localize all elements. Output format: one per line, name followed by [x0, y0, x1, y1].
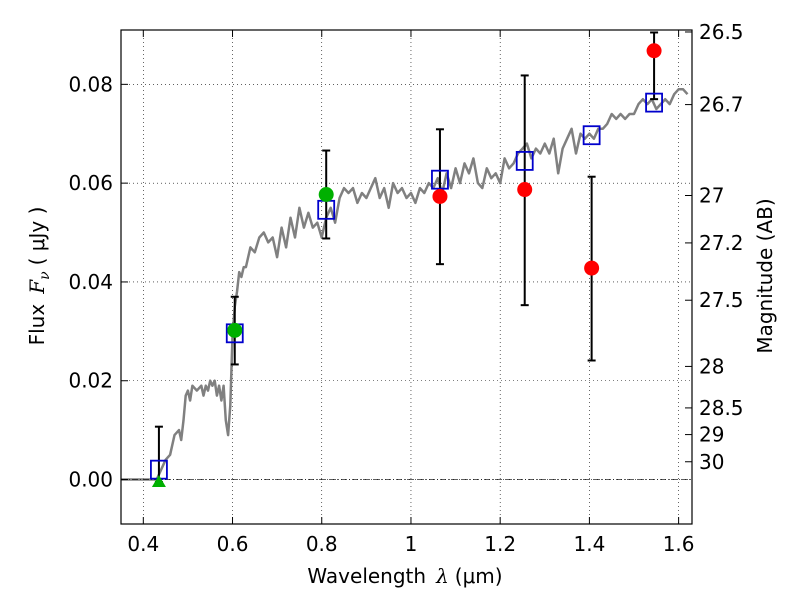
y2-tick-label: 29 — [699, 423, 724, 447]
x-tick-label: 1.4 — [573, 532, 605, 556]
model-spectrum-layer — [121, 88, 689, 481]
y2-tick-label: 28.5 — [699, 396, 744, 420]
grid — [121, 30, 692, 524]
y-axis-unit: ( μJy ) — [25, 207, 49, 266]
model-spectrum-line — [121, 88, 689, 481]
y-axis-subscript: ν — [37, 271, 53, 280]
y2-tick-label: 30 — [699, 450, 724, 474]
tick-labels: 0.4 0.6 0.8 1 1.2 1.4 1.6 0.00 0.02 0.04 0.06 0.08 2… — [68, 20, 743, 556]
x-tick-label: 1 — [405, 532, 418, 556]
red-data-point — [517, 182, 533, 198]
red-data-point — [432, 188, 448, 204]
y2-tick-label: 28 — [699, 354, 724, 378]
y2-tick-label: 26.7 — [699, 93, 744, 117]
x-tick-label: 0.4 — [127, 532, 159, 556]
y-tick-label: 0.04 — [68, 270, 113, 294]
green-data-point — [318, 187, 334, 203]
x-axis-label: Wavelength λ (μm) — [307, 564, 502, 588]
y2-tick-label: 27.5 — [699, 288, 744, 312]
plot-frame — [120, 29, 693, 525]
model-photometry-point — [515, 151, 534, 171]
upper-limit-marker — [151, 475, 166, 488]
x-axis-label-text: Wavelength — [307, 564, 426, 588]
green-data-point — [227, 322, 243, 338]
markers — [150, 43, 663, 488]
y-axis-symbol: F — [25, 279, 49, 295]
x-axis-unit: (μm) — [455, 564, 503, 588]
y-tick-label: 0.02 — [68, 369, 113, 393]
red-data-point — [584, 260, 600, 276]
x-tick-label: 0.8 — [306, 532, 338, 556]
red-data-point — [646, 43, 662, 59]
y2-axis-label: Magnitude (AB) — [753, 198, 777, 353]
plot-area — [121, 31, 692, 488]
y2-tick-label: 27 — [699, 183, 724, 207]
model-photometry-point — [645, 92, 663, 113]
y-tick-label: 0.00 — [68, 468, 113, 492]
y2-tick-label: 26.5 — [699, 20, 744, 44]
axis-ticks — [121, 30, 692, 524]
y2-tick-label: 27.2 — [699, 231, 744, 255]
model-photometry-point — [431, 169, 449, 190]
model-photometry-point — [582, 125, 601, 146]
y-axis-label: Flux Fν ( μJy ) — [25, 207, 53, 346]
x-axis-symbol: λ — [435, 564, 449, 588]
y-axis-label-text: Flux — [25, 304, 49, 346]
y-tick-label: 0.08 — [68, 72, 113, 96]
x-tick-label: 1.6 — [663, 532, 695, 556]
y-tick-label: 0.06 — [68, 171, 113, 195]
x-tick-label: 1.2 — [484, 532, 516, 556]
x-tick-label: 0.6 — [217, 532, 249, 556]
